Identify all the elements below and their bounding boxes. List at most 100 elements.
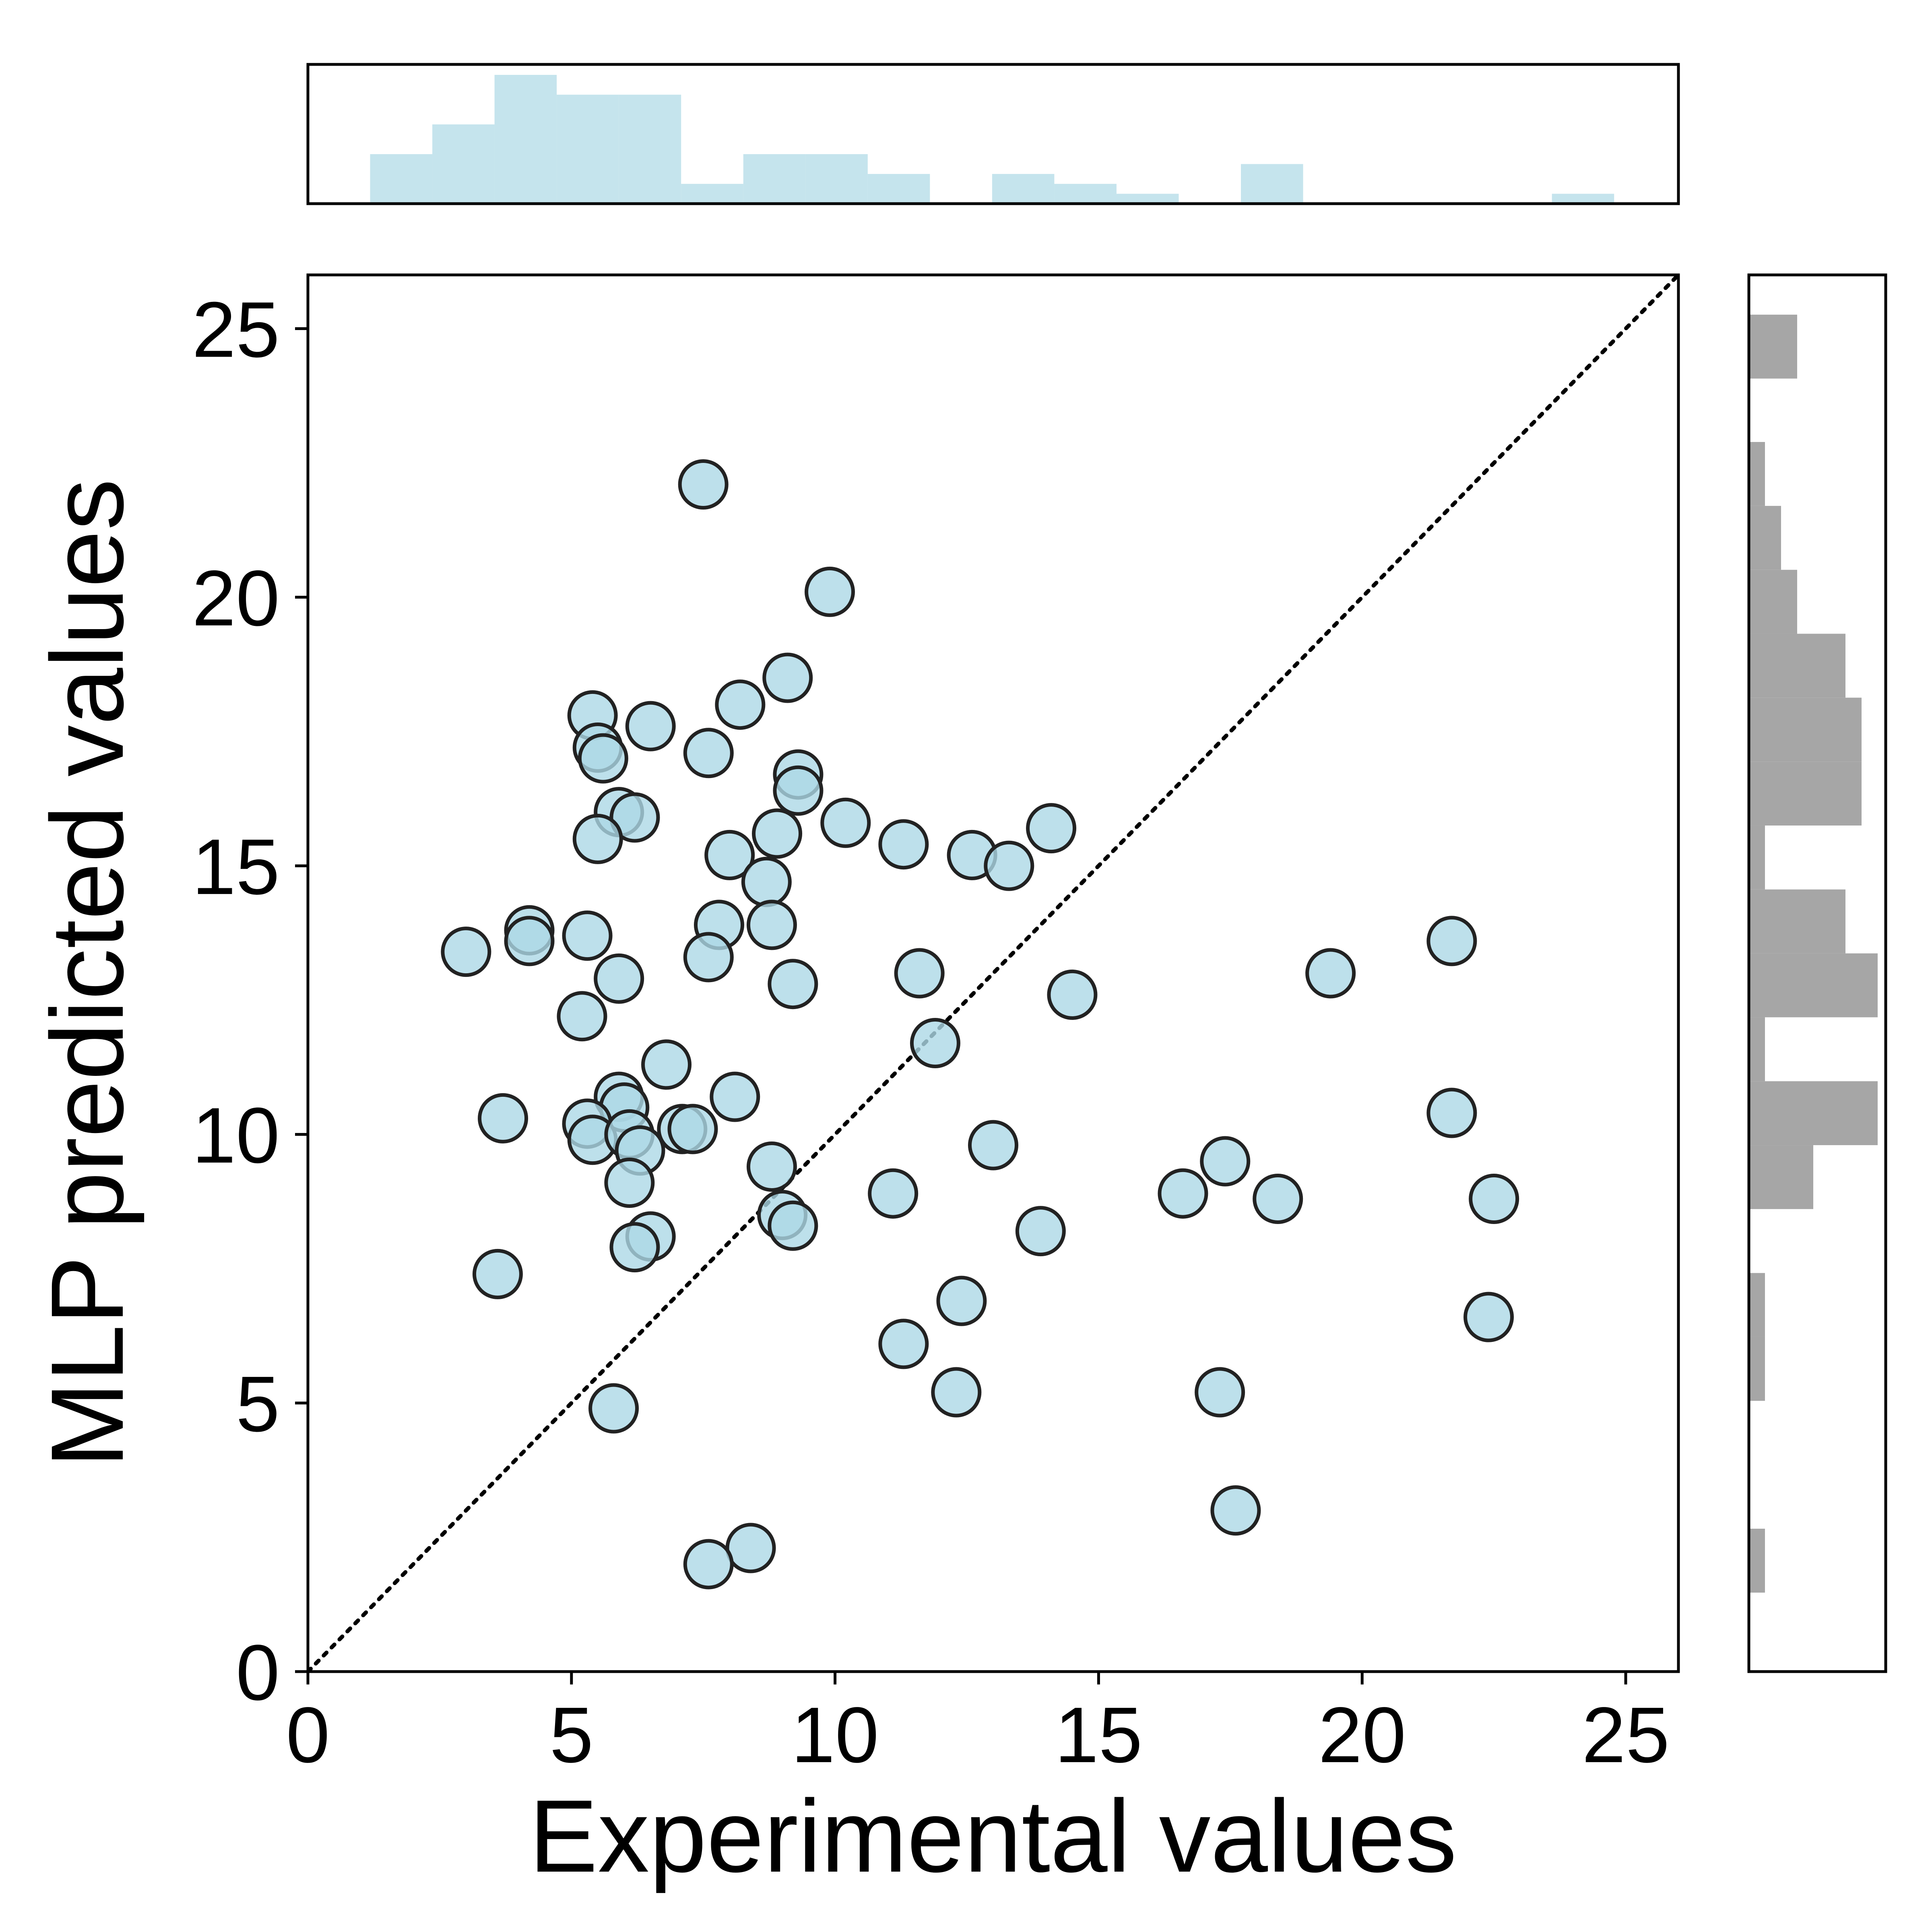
right-histogram-bar (1749, 825, 1765, 890)
x-axis-label: Experimental values (529, 1779, 1457, 1894)
y-axis-label: MLP predicted values (30, 479, 145, 1468)
data-point (1469, 1174, 1519, 1224)
data-point (762, 652, 813, 703)
x-tick-label: 20 (1318, 1691, 1406, 1779)
right-histogram-bar (1749, 442, 1765, 506)
data-point (1026, 803, 1077, 854)
scatter-points (441, 459, 1519, 1589)
data-point (441, 927, 491, 977)
data-point (562, 910, 613, 961)
data-point (868, 1168, 919, 1219)
top-histogram-frame (306, 63, 1680, 205)
top-histogram-bar (1552, 194, 1614, 204)
data-point (557, 991, 607, 1042)
data-point (1015, 1206, 1066, 1257)
data-point (472, 1249, 523, 1299)
data-point (609, 792, 660, 843)
top-histogram-bar (1241, 164, 1303, 204)
top-histogram-bar (743, 154, 806, 204)
data-point (746, 900, 797, 950)
data-point (667, 1104, 718, 1154)
data-point (1463, 1292, 1514, 1342)
data-point (704, 830, 755, 880)
right-histogram-bar (1749, 634, 1845, 698)
right-histogram-bar (1749, 1337, 1765, 1401)
data-point (1195, 1367, 1245, 1418)
right-histogram-frame (1747, 273, 1887, 1673)
y-tick-label: 25 (192, 285, 280, 374)
top-histogram-bar (1054, 184, 1117, 204)
x-tick-label: 10 (791, 1691, 879, 1779)
data-point (1426, 916, 1477, 966)
data-point (910, 1018, 960, 1068)
right-histogram-bar (1749, 889, 1845, 954)
right-histogram-bar (1749, 1528, 1765, 1593)
data-point (1200, 1136, 1251, 1187)
data-point (683, 1539, 734, 1589)
data-point (768, 1200, 818, 1251)
data-point (1253, 1174, 1303, 1224)
top-histogram-bar (557, 95, 619, 204)
data-point (572, 813, 623, 864)
x-tick-label: 15 (1055, 1691, 1142, 1779)
top-histogram-bar (432, 124, 495, 204)
y-tick-label: 20 (192, 554, 280, 642)
data-point (1305, 948, 1356, 999)
right-histogram-bar (1749, 698, 1862, 762)
right-histogram-bar (1749, 1017, 1765, 1082)
reference-line (306, 273, 1680, 1674)
right-histogram-bar (1749, 1273, 1765, 1337)
data-point (478, 1093, 528, 1144)
top-histogram-bar (805, 154, 868, 204)
data-point (625, 701, 676, 751)
data-point (752, 808, 803, 859)
right-histogram-bar (1749, 314, 1797, 379)
data-point (578, 733, 628, 784)
data-point (715, 679, 766, 730)
right-histogram-bar (1749, 506, 1781, 570)
right-histogram-bar (1749, 1081, 1878, 1146)
y-tick-label: 5 (236, 1360, 280, 1448)
data-point (683, 932, 734, 983)
data-point (1047, 969, 1098, 1020)
data-point (1210, 1485, 1261, 1536)
right-histogram-bar (1749, 1145, 1813, 1209)
y-axis: 0 5 10 15 20 25 (192, 285, 308, 1717)
x-axis: 0 5 10 15 20 25 (286, 1672, 1670, 1779)
data-point (741, 857, 792, 907)
data-point (588, 1383, 639, 1434)
right-histogram-bar (1749, 762, 1862, 826)
data-point (894, 948, 945, 999)
top-histogram-bar (494, 75, 557, 204)
data-point (683, 728, 734, 778)
right-histogram-bars (1749, 314, 1878, 1593)
x-tick-label: 25 (1582, 1691, 1670, 1779)
y-tick-label: 15 (192, 823, 280, 911)
data-point (641, 1039, 692, 1090)
data-point (878, 819, 929, 870)
data-point (725, 1523, 776, 1573)
data-point (678, 459, 729, 510)
data-point (968, 1120, 1018, 1170)
x-tick-label: 5 (549, 1691, 593, 1779)
data-point (746, 1141, 797, 1192)
right-histogram-bar (1749, 953, 1878, 1018)
top-histogram-bar (992, 174, 1055, 204)
top-histogram-bar (1116, 194, 1179, 204)
data-point (936, 1276, 987, 1326)
y-tick-label: 0 (236, 1629, 280, 1717)
data-point (594, 953, 644, 1004)
data-point (984, 840, 1034, 891)
data-point (768, 959, 818, 1009)
top-histogram-bar (867, 174, 930, 204)
data-point (604, 1158, 655, 1208)
top-histogram-bar (619, 95, 681, 204)
data-point (504, 916, 555, 966)
data-point (1426, 1088, 1477, 1138)
reference-line-group (306, 273, 1680, 1674)
main-plot-frame (306, 273, 1680, 1673)
top-histogram-bar (370, 154, 433, 204)
data-point (609, 1222, 660, 1273)
data-point (1158, 1168, 1208, 1219)
data-point (931, 1367, 982, 1418)
